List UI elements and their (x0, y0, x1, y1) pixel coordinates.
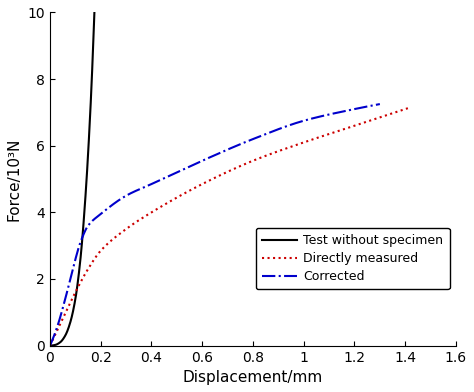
Corrected (369, 103, 375, 108)
Directly measured (343, 126, 348, 131)
Directly measured (242, 162, 248, 166)
Directly measured (47, 343, 53, 348)
Directly measured (408, 105, 413, 110)
Test without specimen (47, 343, 53, 348)
Corrected (226, 147, 231, 152)
Corrected (318, 114, 323, 119)
Directly measured (399, 108, 404, 113)
Test without specimen (83, 180, 89, 185)
Corrected (206, 156, 211, 160)
Test without specimen (71, 304, 77, 309)
Test without specimen (91, 10, 97, 15)
Directly measured (262, 154, 267, 159)
Y-axis label: Force/10³N: Force/10³N (7, 137, 22, 221)
Corrected (244, 140, 249, 144)
Test without specimen (69, 316, 74, 321)
Test without specimen (73, 290, 79, 295)
Line: Corrected: Corrected (50, 104, 380, 346)
Directly measured (219, 172, 224, 177)
X-axis label: Displacement/mm: Displacement/mm (183, 370, 323, 385)
Line: Directly measured: Directly measured (50, 107, 410, 346)
Test without specimen (68, 317, 74, 322)
Corrected (204, 156, 210, 161)
Test without specimen (91, 39, 96, 44)
Corrected (377, 102, 383, 106)
Legend: Test without specimen, Directly measured, Corrected: Test without specimen, Directly measured… (256, 228, 450, 289)
Directly measured (220, 171, 226, 176)
Corrected (47, 343, 53, 348)
Line: Test without specimen: Test without specimen (50, 13, 94, 346)
